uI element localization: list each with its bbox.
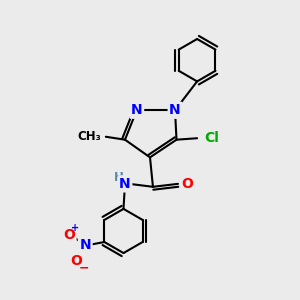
Text: H: H (114, 171, 123, 184)
Text: N: N (119, 177, 131, 191)
Text: CH₃: CH₃ (78, 130, 101, 143)
Text: N: N (169, 103, 181, 117)
Text: O: O (70, 254, 82, 268)
Text: N: N (131, 103, 142, 117)
Text: O: O (182, 177, 194, 191)
Text: +: + (71, 223, 80, 233)
Text: Cl: Cl (205, 131, 219, 145)
Text: −: − (79, 261, 89, 274)
Text: O: O (63, 228, 75, 242)
Text: N: N (80, 238, 91, 252)
